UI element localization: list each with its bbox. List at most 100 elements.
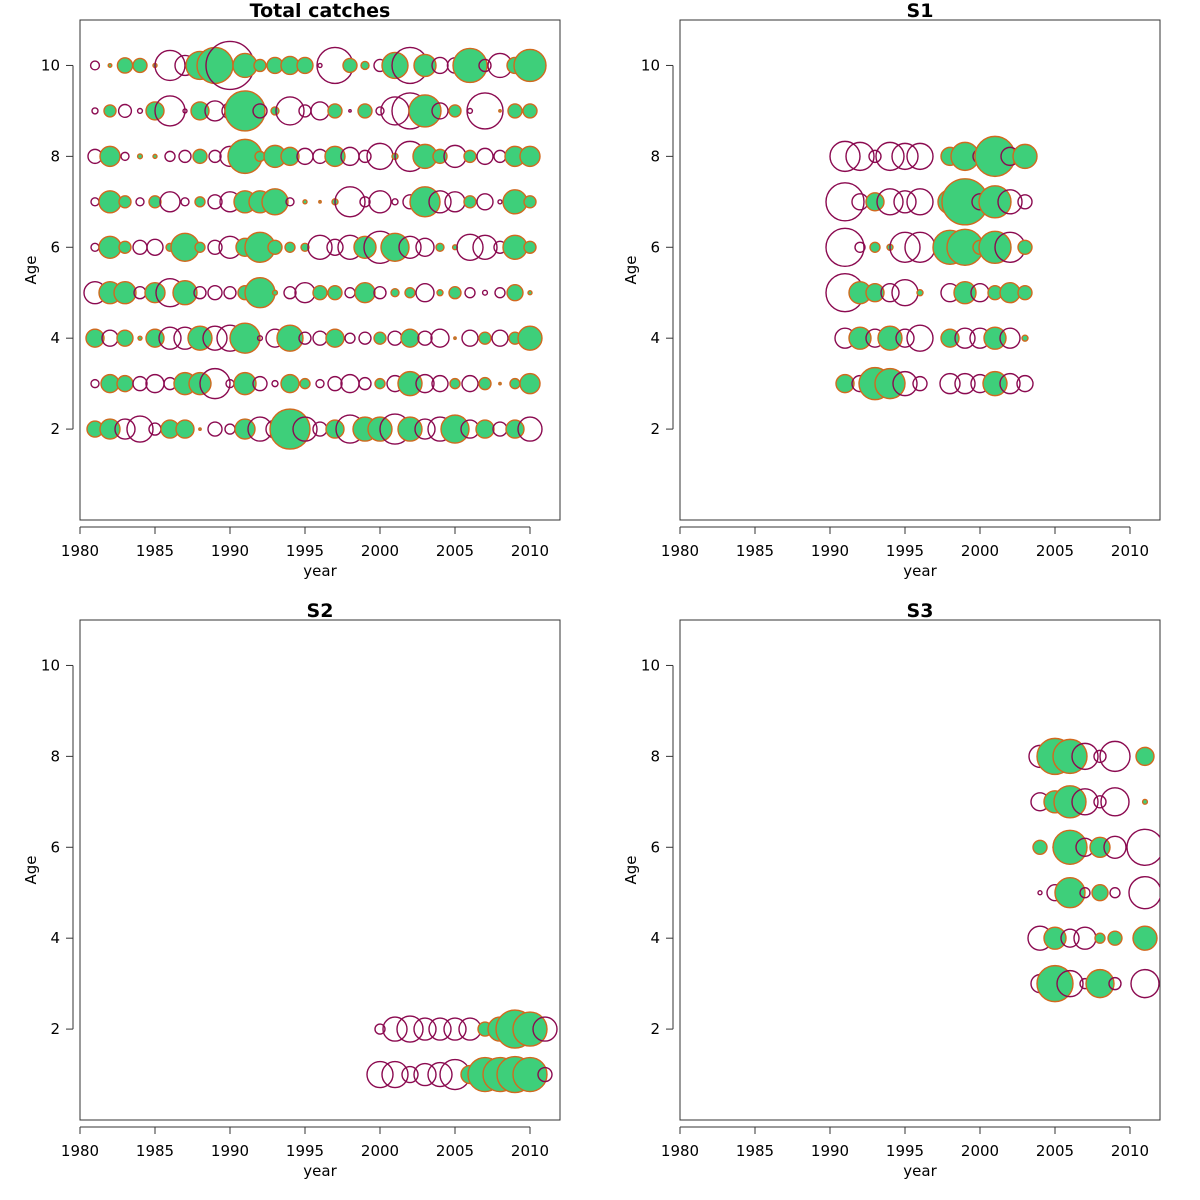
negative-residual-bubble — [427, 1061, 453, 1088]
positive-residual-bubble — [373, 331, 387, 345]
positive-residual-bubble — [85, 328, 105, 348]
negative-residual-bubble — [431, 374, 449, 393]
positive-residual-bubble — [276, 324, 304, 352]
negative-residual-bubble — [415, 283, 435, 303]
x-axis-label: year — [903, 562, 937, 580]
negative-residual-bubble — [326, 238, 344, 256]
negative-residual-bubble — [398, 235, 422, 259]
x-tick-label: 2010 — [511, 1142, 549, 1160]
negative-residual-bubble — [182, 108, 188, 114]
negative-residual-bubble — [164, 150, 176, 163]
positive-residual-bubble — [300, 242, 310, 252]
y-tick-label: 2 — [50, 1020, 60, 1038]
positive-residual-bubble — [118, 195, 132, 209]
x-tick-label: 2005 — [1036, 542, 1074, 560]
positive-residual-bubble — [397, 416, 423, 442]
positive-residual-bubble — [432, 148, 448, 165]
y-tick-label: 10 — [41, 656, 60, 674]
x-tick-label: 1995 — [886, 1142, 924, 1160]
positive-residual-bubble — [452, 47, 488, 84]
y-tick-label: 10 — [41, 56, 60, 74]
negative-residual-bubble — [1060, 928, 1080, 948]
negative-residual-bubble — [294, 282, 316, 304]
x-axis-label: year — [303, 1162, 337, 1180]
negative-residual-bubble — [868, 149, 882, 164]
negative-residual-bubble — [415, 373, 435, 394]
negative-residual-bubble — [224, 423, 236, 435]
negative-residual-bubble — [443, 1017, 467, 1041]
negative-residual-bubble — [145, 373, 165, 394]
negative-residual-bubble — [415, 237, 435, 257]
negative-residual-bubble — [207, 285, 223, 301]
negative-residual-bubble — [307, 234, 333, 260]
negative-residual-bubble — [492, 421, 508, 437]
bubble-layer — [366, 1009, 558, 1094]
negative-residual-bubble — [298, 104, 312, 118]
positive-residual-bubble — [270, 106, 280, 116]
negative-residual-bubble — [344, 287, 356, 299]
positive-residual-bubble — [463, 195, 477, 209]
negative-residual-bubble — [491, 329, 509, 347]
negative-residual-bubble — [466, 92, 504, 130]
positive-residual-bubble — [318, 199, 322, 204]
negative-residual-bubble — [893, 190, 917, 214]
y-tick-label: 4 — [650, 329, 660, 347]
positive-residual-bubble — [1017, 239, 1033, 255]
negative-residual-bubble — [537, 1066, 553, 1083]
negative-residual-bubble — [334, 186, 366, 218]
negative-residual-bubble — [154, 95, 186, 127]
positive-residual-bubble — [194, 241, 206, 253]
positive-residual-bubble — [397, 370, 423, 397]
positive-residual-bubble — [512, 1011, 548, 1047]
negative-residual-bubble — [207, 421, 223, 437]
positive-residual-bubble — [1036, 964, 1074, 1003]
positive-residual-bubble — [448, 286, 462, 300]
positive-residual-bubble — [280, 146, 300, 167]
x-tick-label: 1990 — [811, 542, 849, 560]
positive-residual-bubble — [233, 371, 257, 396]
negative-residual-bubble — [472, 234, 498, 260]
negative-residual-bubble — [876, 188, 904, 216]
negative-residual-bubble — [391, 198, 399, 206]
negative-residual-bubble — [417, 330, 433, 346]
positive-residual-bubble — [148, 195, 162, 209]
negative-residual-bubble — [461, 374, 479, 393]
positive-residual-bubble — [357, 103, 373, 119]
positive-residual-bubble — [1012, 143, 1038, 170]
y-tick-label: 8 — [50, 747, 60, 765]
negative-residual-bubble — [285, 197, 295, 207]
negative-residual-bubble — [891, 142, 919, 171]
positive-residual-bubble — [475, 419, 495, 439]
positive-residual-bubble — [296, 56, 314, 75]
negative-residual-bubble — [348, 109, 352, 113]
positive-residual-bubble — [513, 48, 547, 83]
y-tick-label: 6 — [650, 838, 660, 856]
positive-residual-bubble — [229, 322, 261, 354]
negative-residual-bubble — [312, 330, 328, 346]
positive-residual-bubble — [253, 58, 267, 73]
panel-3: S3 1980 1985 1990 1995 2000 2005 2010 year 2 4 6 8 10… — [622, 600, 1161, 1180]
panel-1: S1 1980 1985 1990 1995 2000 2005 2010 year 2 4 6 8 10… — [622, 0, 1161, 580]
negative-residual-bubble — [880, 283, 900, 303]
x-axis-label: year — [903, 1162, 937, 1180]
positive-residual-bubble — [953, 281, 977, 305]
negative-residual-bubble — [381, 1060, 409, 1089]
negative-residual-bubble — [1056, 969, 1084, 998]
y-tick-label: 2 — [650, 420, 660, 438]
positive-residual-bubble — [478, 331, 492, 345]
plot-frame — [679, 619, 1161, 1121]
negative-residual-bubble — [89, 60, 101, 71]
positive-residual-bubble — [374, 377, 386, 390]
positive-residual-bubble — [325, 328, 345, 348]
x-tick-label: 2000 — [361, 1142, 399, 1160]
positive-residual-bubble — [187, 325, 213, 351]
negative-residual-bubble — [478, 58, 492, 73]
positive-residual-bubble — [324, 145, 346, 168]
positive-residual-bubble — [498, 109, 502, 113]
positive-residual-bubble — [1107, 930, 1123, 946]
y-tick-label: 6 — [50, 238, 60, 256]
negative-residual-bubble — [825, 227, 865, 267]
positive-residual-bubble — [874, 367, 906, 400]
negative-residual-bubble — [413, 1017, 437, 1041]
positive-residual-bubble — [325, 419, 345, 439]
